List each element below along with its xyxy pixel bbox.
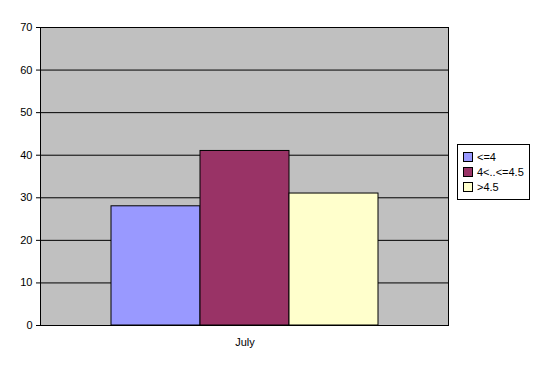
svg-text:10: 10: [20, 276, 32, 288]
svg-text:July: July: [235, 336, 255, 348]
svg-text:60: 60: [20, 64, 32, 76]
html-text:<=4: <=4: [477, 151, 496, 163]
html-text:4<..<=4.5: 4<..<=4.5: [477, 166, 524, 178]
svg-text:50: 50: [20, 106, 32, 118]
svg-text:70: 70: [20, 21, 32, 33]
html-text:>4.5: >4.5: [477, 181, 499, 193]
svg-text:30: 30: [20, 191, 32, 203]
svg-text:20: 20: [20, 234, 32, 246]
svg-text:40: 40: [20, 149, 32, 161]
svg-text:0: 0: [26, 319, 32, 331]
